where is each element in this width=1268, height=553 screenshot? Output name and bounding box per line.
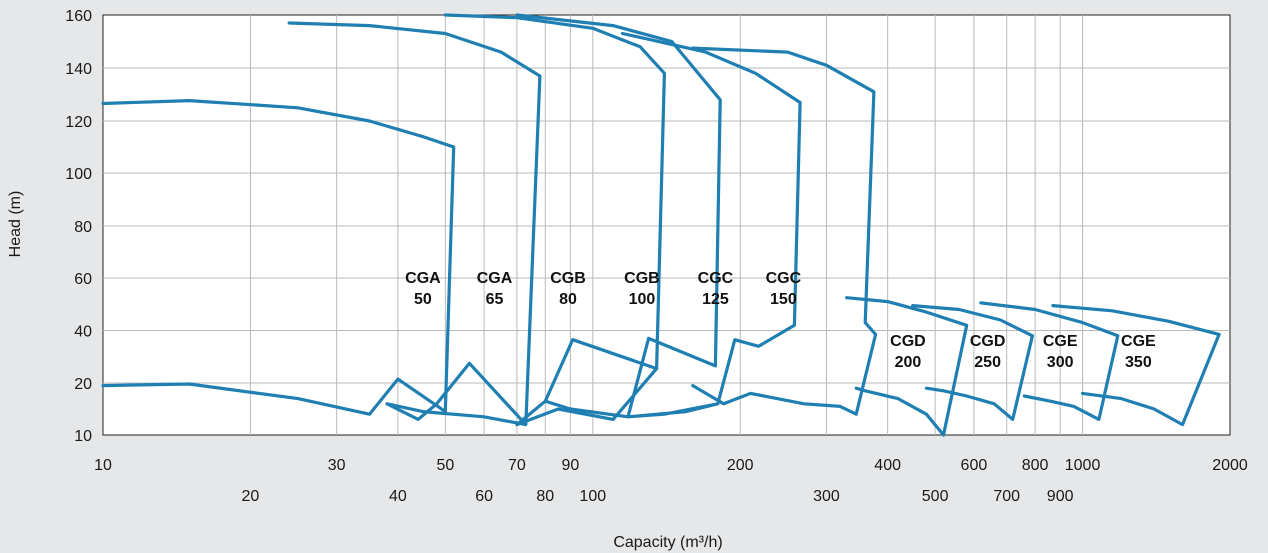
y-tick-label: 120 bbox=[65, 114, 92, 131]
curve-label-line: CGB bbox=[624, 270, 660, 287]
curve-label-line: 80 bbox=[559, 291, 577, 308]
curve-cge-350 bbox=[1051, 304, 1221, 427]
x-tick-label: 400 bbox=[874, 457, 901, 474]
curve-label: CGB 80 bbox=[550, 270, 586, 308]
curve-label-line: 125 bbox=[702, 291, 729, 308]
curve-label-line: 65 bbox=[486, 291, 504, 308]
x-tick-label: 300 bbox=[813, 488, 840, 505]
y-tick-label: 140 bbox=[65, 61, 92, 78]
curve-label-line: 200 bbox=[895, 354, 922, 371]
curve-label-line: CGC bbox=[766, 270, 802, 287]
y-tick-label: 40 bbox=[74, 324, 92, 341]
curve-label-line: CGA bbox=[405, 270, 441, 287]
curve-label-line: CGB bbox=[550, 270, 586, 287]
curve-cgc-125 bbox=[620, 31, 802, 419]
grid-lines bbox=[103, 15, 1230, 435]
curve-label-line: 300 bbox=[1047, 354, 1074, 371]
curve-label: CGC 125 bbox=[698, 270, 734, 308]
x-tick-label: 70 bbox=[508, 457, 526, 474]
x-tick-label: 50 bbox=[436, 457, 454, 474]
x-tick-label: 40 bbox=[389, 488, 407, 505]
curve-cgd-250 bbox=[911, 304, 1034, 421]
x-axis-title: Capacity (m³/h) bbox=[613, 534, 722, 551]
y-tick-label: 10 bbox=[74, 428, 92, 445]
curve-label-line: 100 bbox=[629, 291, 656, 308]
curve-label-line: 50 bbox=[414, 291, 432, 308]
x-tick-label: 800 bbox=[1022, 457, 1049, 474]
x-tick-label: 60 bbox=[475, 488, 493, 505]
curve-label-line: CGE bbox=[1043, 333, 1078, 350]
curve-label: CGA 65 bbox=[477, 270, 513, 308]
x-tick-label: 900 bbox=[1047, 488, 1074, 505]
x-tick-label: 10 bbox=[94, 457, 112, 474]
x-tick-label: 1000 bbox=[1065, 457, 1101, 474]
curve-label: CGD 200 bbox=[890, 333, 926, 371]
curve-label-line: CGD bbox=[970, 333, 1006, 350]
axis-ticks: 10 20 40 60 80 100 120 140 160 10 30 50 70 90 200 400 60… bbox=[65, 8, 1248, 505]
x-tick-label: 30 bbox=[328, 457, 346, 474]
curve-cge-300 bbox=[979, 301, 1120, 421]
x-tick-label: 600 bbox=[961, 457, 988, 474]
curve-label-line: 250 bbox=[974, 354, 1001, 371]
curve-label-line: CGC bbox=[698, 270, 734, 287]
y-tick-label: 20 bbox=[74, 376, 92, 393]
curve-label: CGA 50 bbox=[405, 270, 441, 308]
y-tick-label: 60 bbox=[74, 271, 92, 288]
curve-label-line: 350 bbox=[1125, 354, 1152, 371]
y-tick-label: 160 bbox=[65, 8, 92, 25]
x-tick-label: 500 bbox=[922, 488, 949, 505]
x-tick-label: 90 bbox=[561, 457, 579, 474]
curve-label: CGC 150 bbox=[766, 270, 802, 308]
y-tick-label: 100 bbox=[65, 166, 92, 183]
x-tick-label: 700 bbox=[993, 488, 1020, 505]
plot-area bbox=[102, 14, 1231, 436]
curve-cgb-80 bbox=[443, 13, 666, 427]
x-tick-label: 100 bbox=[579, 488, 606, 505]
curve-label-line: CGA bbox=[477, 270, 513, 287]
pump-curves bbox=[101, 13, 1221, 437]
curve-cga-65 bbox=[287, 21, 542, 427]
curve-cgc-150 bbox=[691, 46, 878, 416]
x-tick-label: 20 bbox=[242, 488, 260, 505]
curve-cgd-200 bbox=[845, 296, 969, 437]
curve-label: CGE 300 bbox=[1043, 333, 1078, 371]
curve-label-line: CGE bbox=[1121, 333, 1156, 350]
curve-label: CGE 350 bbox=[1121, 333, 1156, 371]
curve-label: CGD 250 bbox=[970, 333, 1006, 371]
x-tick-label: 200 bbox=[727, 457, 754, 474]
plot-frame bbox=[102, 14, 1231, 436]
curve-label: CGB 100 bbox=[624, 270, 660, 308]
x-tick-label: 2000 bbox=[1212, 457, 1248, 474]
y-tick-label: 80 bbox=[74, 219, 92, 236]
x-tick-label: 80 bbox=[536, 488, 554, 505]
curve-cga-50 bbox=[101, 99, 456, 416]
y-axis-title: Head (m) bbox=[7, 191, 24, 258]
curve-label-line: 150 bbox=[770, 291, 797, 308]
curve-cgb-100 bbox=[515, 13, 722, 419]
curve-label-line: CGD bbox=[890, 333, 926, 350]
